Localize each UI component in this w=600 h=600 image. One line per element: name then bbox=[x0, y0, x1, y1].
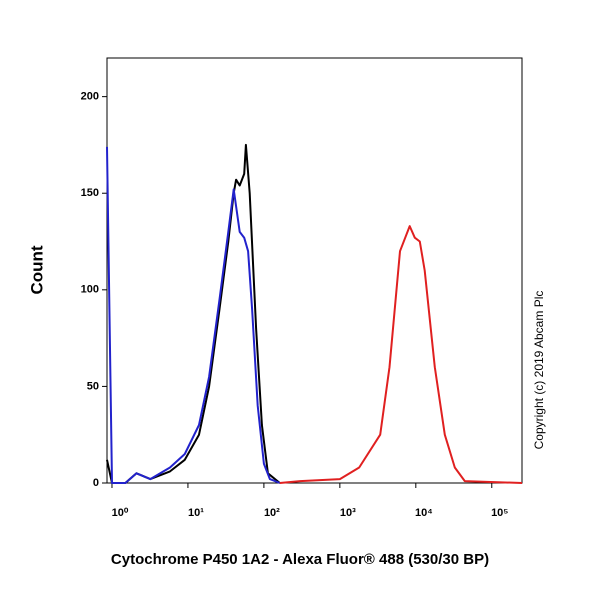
x-tick-label: 10⁵ bbox=[491, 507, 508, 519]
y-tick-label: 200 bbox=[81, 91, 99, 103]
y-tick-label: 50 bbox=[87, 380, 99, 392]
x-axis-label: Cytochrome P450 1A2 - Alexa Fluor® 488 (… bbox=[111, 551, 489, 568]
x-tick-label: 10² bbox=[264, 507, 280, 519]
histogram-line bbox=[106, 146, 281, 484]
plot-frame bbox=[106, 57, 523, 484]
y-tick-label: 150 bbox=[81, 187, 99, 199]
x-tick-label: 10¹ bbox=[188, 507, 204, 519]
x-tick-label: 10⁰ bbox=[112, 507, 129, 519]
x-tick-label: 10³ bbox=[340, 507, 356, 519]
histogram-line bbox=[106, 143, 281, 484]
x-tick-label: 10⁴ bbox=[415, 507, 433, 519]
y-axis-label: Count bbox=[27, 245, 46, 294]
y-tick-label: 0 bbox=[93, 477, 99, 489]
y-tick-label: 100 bbox=[81, 284, 99, 296]
histogram-line bbox=[279, 225, 523, 484]
copyright: Copyright (c) 2019 Abcam Plc bbox=[532, 291, 546, 450]
